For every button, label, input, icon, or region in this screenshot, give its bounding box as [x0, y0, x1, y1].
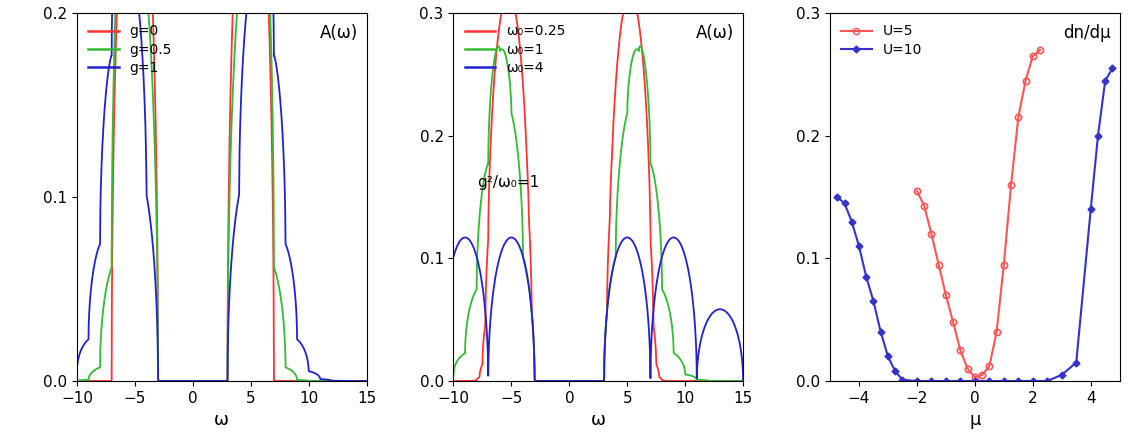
X-axis label: ω: ω	[214, 411, 230, 429]
Text: g²/ω₀=1: g²/ω₀=1	[476, 175, 538, 190]
Legend: g=0, g=0.5, g=1: g=0, g=0.5, g=1	[84, 20, 176, 79]
Text: dn/dμ: dn/dμ	[1063, 24, 1111, 43]
X-axis label: μ: μ	[969, 411, 981, 429]
X-axis label: ω: ω	[590, 411, 606, 429]
Text: A(ω): A(ω)	[697, 24, 734, 43]
Legend: U=5, U=10: U=5, U=10	[837, 20, 926, 61]
Legend: ω₀=0.25, ω₀=1, ω₀=4: ω₀=0.25, ω₀=1, ω₀=4	[460, 20, 570, 79]
Text: A(ω): A(ω)	[320, 24, 357, 43]
